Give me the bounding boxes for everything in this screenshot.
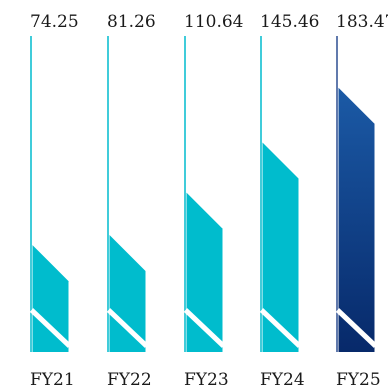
bar: [32, 245, 69, 352]
bar: [262, 142, 299, 352]
value-label: 183.47: [336, 12, 388, 32]
bar: [186, 192, 223, 352]
category-label: FY22: [107, 370, 152, 390]
category-label: FY23: [184, 370, 229, 390]
value-label: 110.64: [184, 12, 243, 32]
bar-notch: [335, 308, 378, 348]
category-label: FY25: [336, 370, 381, 390]
category-label: FY21: [30, 370, 75, 390]
value-label: 74.25: [30, 12, 79, 32]
bar-notch: [29, 308, 72, 348]
category-label: FY24: [260, 370, 305, 390]
bar-notch: [106, 308, 149, 348]
value-label: 145.46: [260, 12, 319, 32]
bar-notch: [183, 308, 226, 348]
bar: [338, 87, 375, 353]
chart-marks: 74.25 FY21 81.26 FY22 110.64 FY23 145.46 FY24 18…: [29, 12, 388, 390]
value-label: 81.26: [107, 12, 156, 32]
bar-notch: [259, 308, 302, 348]
bar: [109, 234, 146, 352]
